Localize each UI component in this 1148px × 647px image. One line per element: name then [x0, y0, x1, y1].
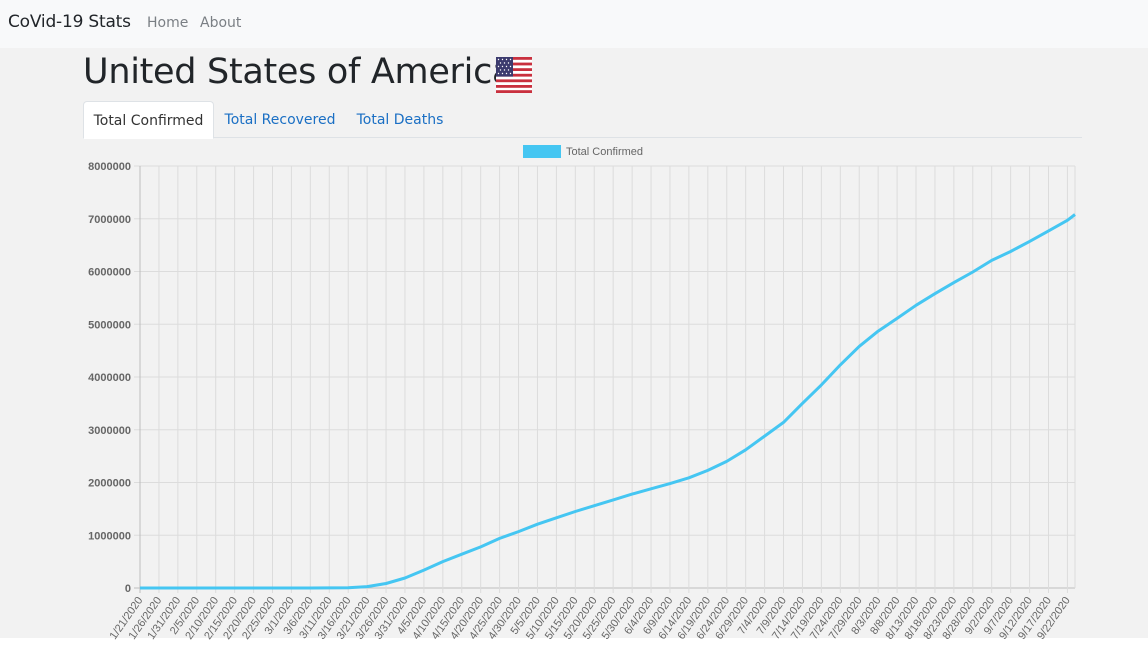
navbar: CoVid-19 Stats Home About	[0, 0, 1148, 48]
y-tick-label: 5000000	[88, 319, 131, 331]
chart-legend[interactable]: Total Confirmed	[523, 145, 643, 158]
tab-total-confirmed[interactable]: Total Confirmed	[83, 101, 214, 139]
brand-link[interactable]: CoVid-19 Stats	[8, 12, 131, 32]
y-tick-label: 7000000	[88, 214, 131, 226]
main-content	[0, 48, 1148, 638]
legend-swatch	[523, 145, 561, 158]
tab-total-recovered[interactable]: Total Recovered	[224, 112, 336, 128]
y-tick-label: 3000000	[88, 425, 131, 437]
tabs-border	[83, 137, 1082, 138]
legend-label: Total Confirmed	[566, 146, 643, 158]
country-title: United States of America	[83, 52, 514, 92]
y-tick-label: 2000000	[88, 478, 131, 490]
nav-home-link[interactable]: Home	[147, 15, 189, 31]
nav-about-link[interactable]: About	[200, 15, 242, 31]
y-tick-label: 4000000	[88, 372, 131, 384]
confirmed-line-chart: Total Confirmed 0 1000000 2000000 3000000 40…	[88, 145, 1076, 642]
y-tick-label: 6000000	[88, 267, 131, 279]
y-tick-label: 1000000	[88, 530, 131, 542]
y-tick-label: 0	[125, 583, 131, 595]
series-line-total-confirmed	[140, 213, 1076, 590]
us-flag-icon	[496, 57, 532, 93]
y-tick-label: 8000000	[88, 161, 131, 173]
tab-total-deaths[interactable]: Total Deaths	[356, 112, 444, 128]
